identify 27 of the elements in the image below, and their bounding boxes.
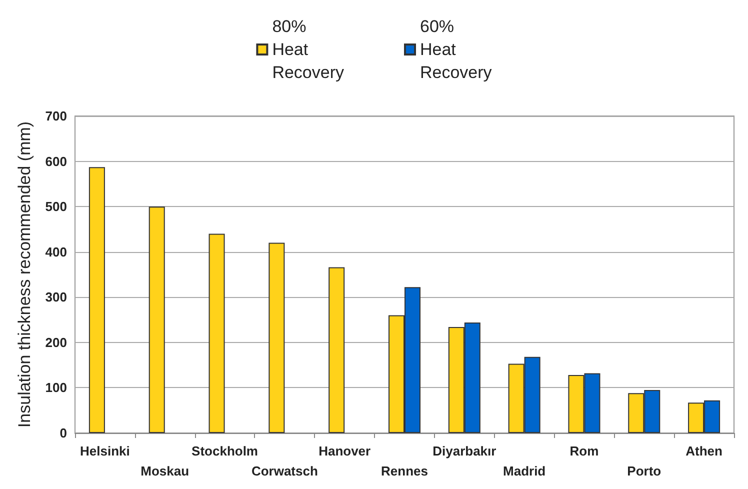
y-tick-label: 0 <box>60 426 67 440</box>
y-tick-label: 300 <box>45 290 67 305</box>
y-tick-label: 200 <box>45 334 67 350</box>
x-tick-label: Madrid <box>503 464 546 478</box>
y-tick-label: 600 <box>45 154 67 169</box>
x-tick-label: Diyarbakır <box>432 444 496 458</box>
x-tick-label: Athen <box>686 444 723 458</box>
x-tick-label: Porto <box>627 464 662 478</box>
bar <box>88 167 105 433</box>
x-tick-label: Rom <box>570 444 599 458</box>
y-tick-label: 500 <box>45 199 67 214</box>
x-tick-label: Moskau <box>140 464 190 478</box>
x-tick-label: Stockholm <box>192 444 258 458</box>
x-tick-label: Corwatsch <box>251 464 318 478</box>
legend-label: 60% Heat Recovery <box>420 17 492 82</box>
x-tick-label: Rennes <box>381 464 428 478</box>
bar <box>328 267 345 433</box>
bar <box>208 234 225 433</box>
bar <box>268 242 285 433</box>
x-tick-label: Hanover <box>318 444 371 458</box>
x-tick-label: Helsinki <box>80 444 130 458</box>
y-tick-label: 700 <box>45 108 67 124</box>
y-axis-title: Insulation thickness recommended (mm) <box>15 121 34 428</box>
bar <box>148 206 165 433</box>
y-tick-label: 100 <box>45 380 67 396</box>
legend-label: 80% Heat Recovery <box>272 17 344 82</box>
y-tick-label: 400 <box>45 244 67 260</box>
